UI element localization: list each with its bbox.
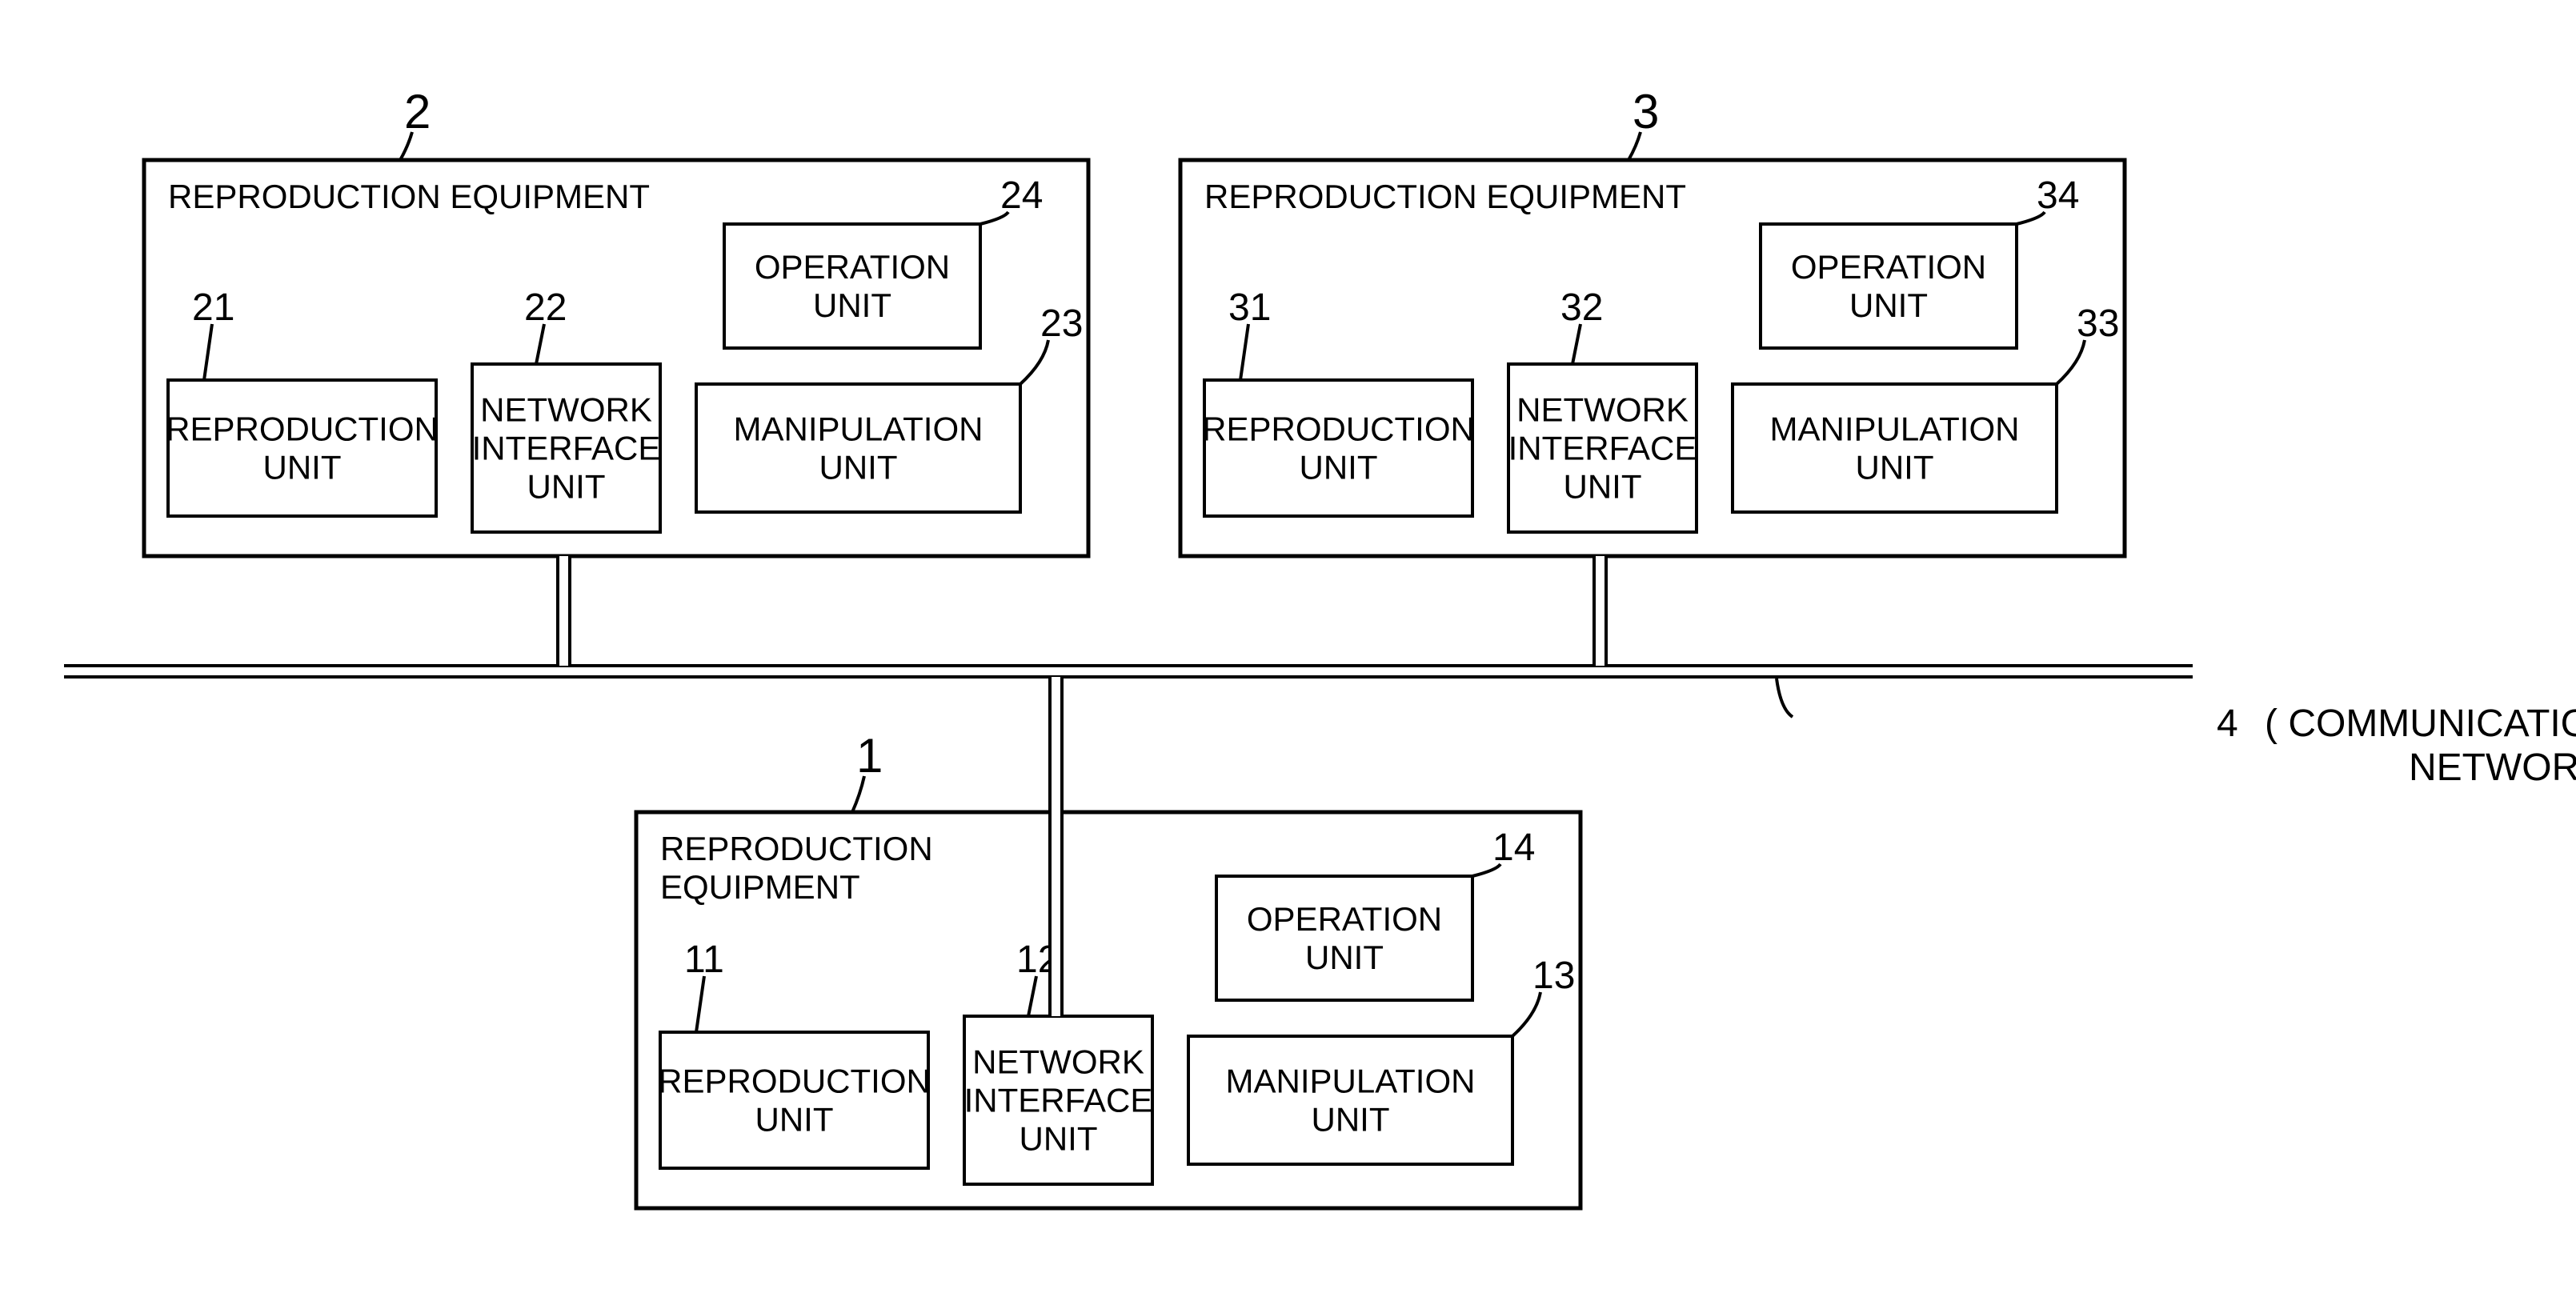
unit-33-label-line-0: MANIPULATION (1770, 410, 2020, 448)
equipment-1-number: 1 (856, 729, 883, 783)
unit-32-number: 32 (1560, 286, 1603, 329)
unit-22-label-line-0: NETWORK (480, 391, 652, 429)
equipment-3-title: REPRODUCTION EQUIPMENT (1204, 178, 1686, 215)
unit-33-label-line-1: UNIT (1856, 449, 1934, 486)
unit-11-number: 11 (684, 939, 724, 981)
equipment-2-title: REPRODUCTION EQUIPMENT (168, 178, 650, 215)
equipment-1-title-line-1: EQUIPMENT (660, 868, 860, 906)
equipment-3-riser-gap (1596, 556, 1604, 666)
bus-label-line1: ( COMMUNICATIONS (2265, 703, 2576, 745)
unit-31-label-line-0: REPRODUCTION (1202, 410, 1475, 448)
unit-21-number: 21 (192, 286, 234, 329)
unit-14-label-line-1: UNIT (1305, 939, 1384, 976)
unit-22-label-line-2: UNIT (527, 468, 606, 506)
bus-ref-number: 4 (2217, 703, 2238, 745)
unit-13-label-line-1: UNIT (1312, 1101, 1390, 1139)
unit-11-label-line-0: REPRODUCTION (658, 1063, 931, 1100)
equipment-1-riser-gap (1052, 677, 1060, 1016)
unit-13-label-line-0: MANIPULATION (1226, 1063, 1476, 1100)
unit-11-label-line-1: UNIT (755, 1101, 834, 1139)
unit-34-number: 34 (2037, 174, 2079, 217)
equipment-2-number: 2 (404, 85, 431, 138)
unit-24-label-line-1: UNIT (813, 286, 891, 324)
unit-12-label-line-1: INTERFACE (964, 1082, 1153, 1119)
equipment-2-riser-gap (559, 556, 568, 666)
unit-14-number: 14 (1492, 827, 1535, 869)
unit-32-label-line-2: UNIT (1564, 468, 1642, 506)
unit-14-label-line-0: OPERATION (1247, 900, 1442, 938)
unit-34-label-line-0: OPERATION (1791, 248, 1986, 286)
unit-24-label-line-0: OPERATION (755, 248, 950, 286)
unit-23-label-line-1: UNIT (819, 449, 898, 486)
unit-13-number: 13 (1532, 955, 1575, 997)
unit-21-label-line-0: REPRODUCTION (166, 410, 439, 448)
equipment-3-number: 3 (1633, 85, 1659, 138)
unit-32-label-line-0: NETWORK (1516, 391, 1689, 429)
unit-24-number: 24 (1000, 174, 1043, 217)
bus-label-line2: NETWORK ) (2409, 747, 2576, 789)
unit-23-label-line-0: MANIPULATION (734, 410, 984, 448)
unit-32-label-line-1: INTERFACE (1508, 430, 1697, 467)
block-diagram: 4 ( COMMUNICATIONSNETWORK ) 2 REPRODUCTION … (0, 0, 2576, 1293)
unit-31-number: 31 (1228, 286, 1271, 329)
unit-12-label-line-2: UNIT (1020, 1120, 1098, 1158)
unit-33-number: 33 (2077, 302, 2119, 345)
unit-12-label-line-0: NETWORK (972, 1043, 1144, 1081)
unit-21-label-line-1: UNIT (263, 449, 342, 486)
unit-22-number: 22 (524, 286, 567, 329)
unit-34-label-line-1: UNIT (1849, 286, 1928, 324)
equipment-1-title-line-0: REPRODUCTION (660, 830, 933, 867)
unit-31-label-line-1: UNIT (1300, 449, 1378, 486)
unit-23-number: 23 (1040, 302, 1083, 345)
unit-22-label-line-1: INTERFACE (472, 430, 661, 467)
